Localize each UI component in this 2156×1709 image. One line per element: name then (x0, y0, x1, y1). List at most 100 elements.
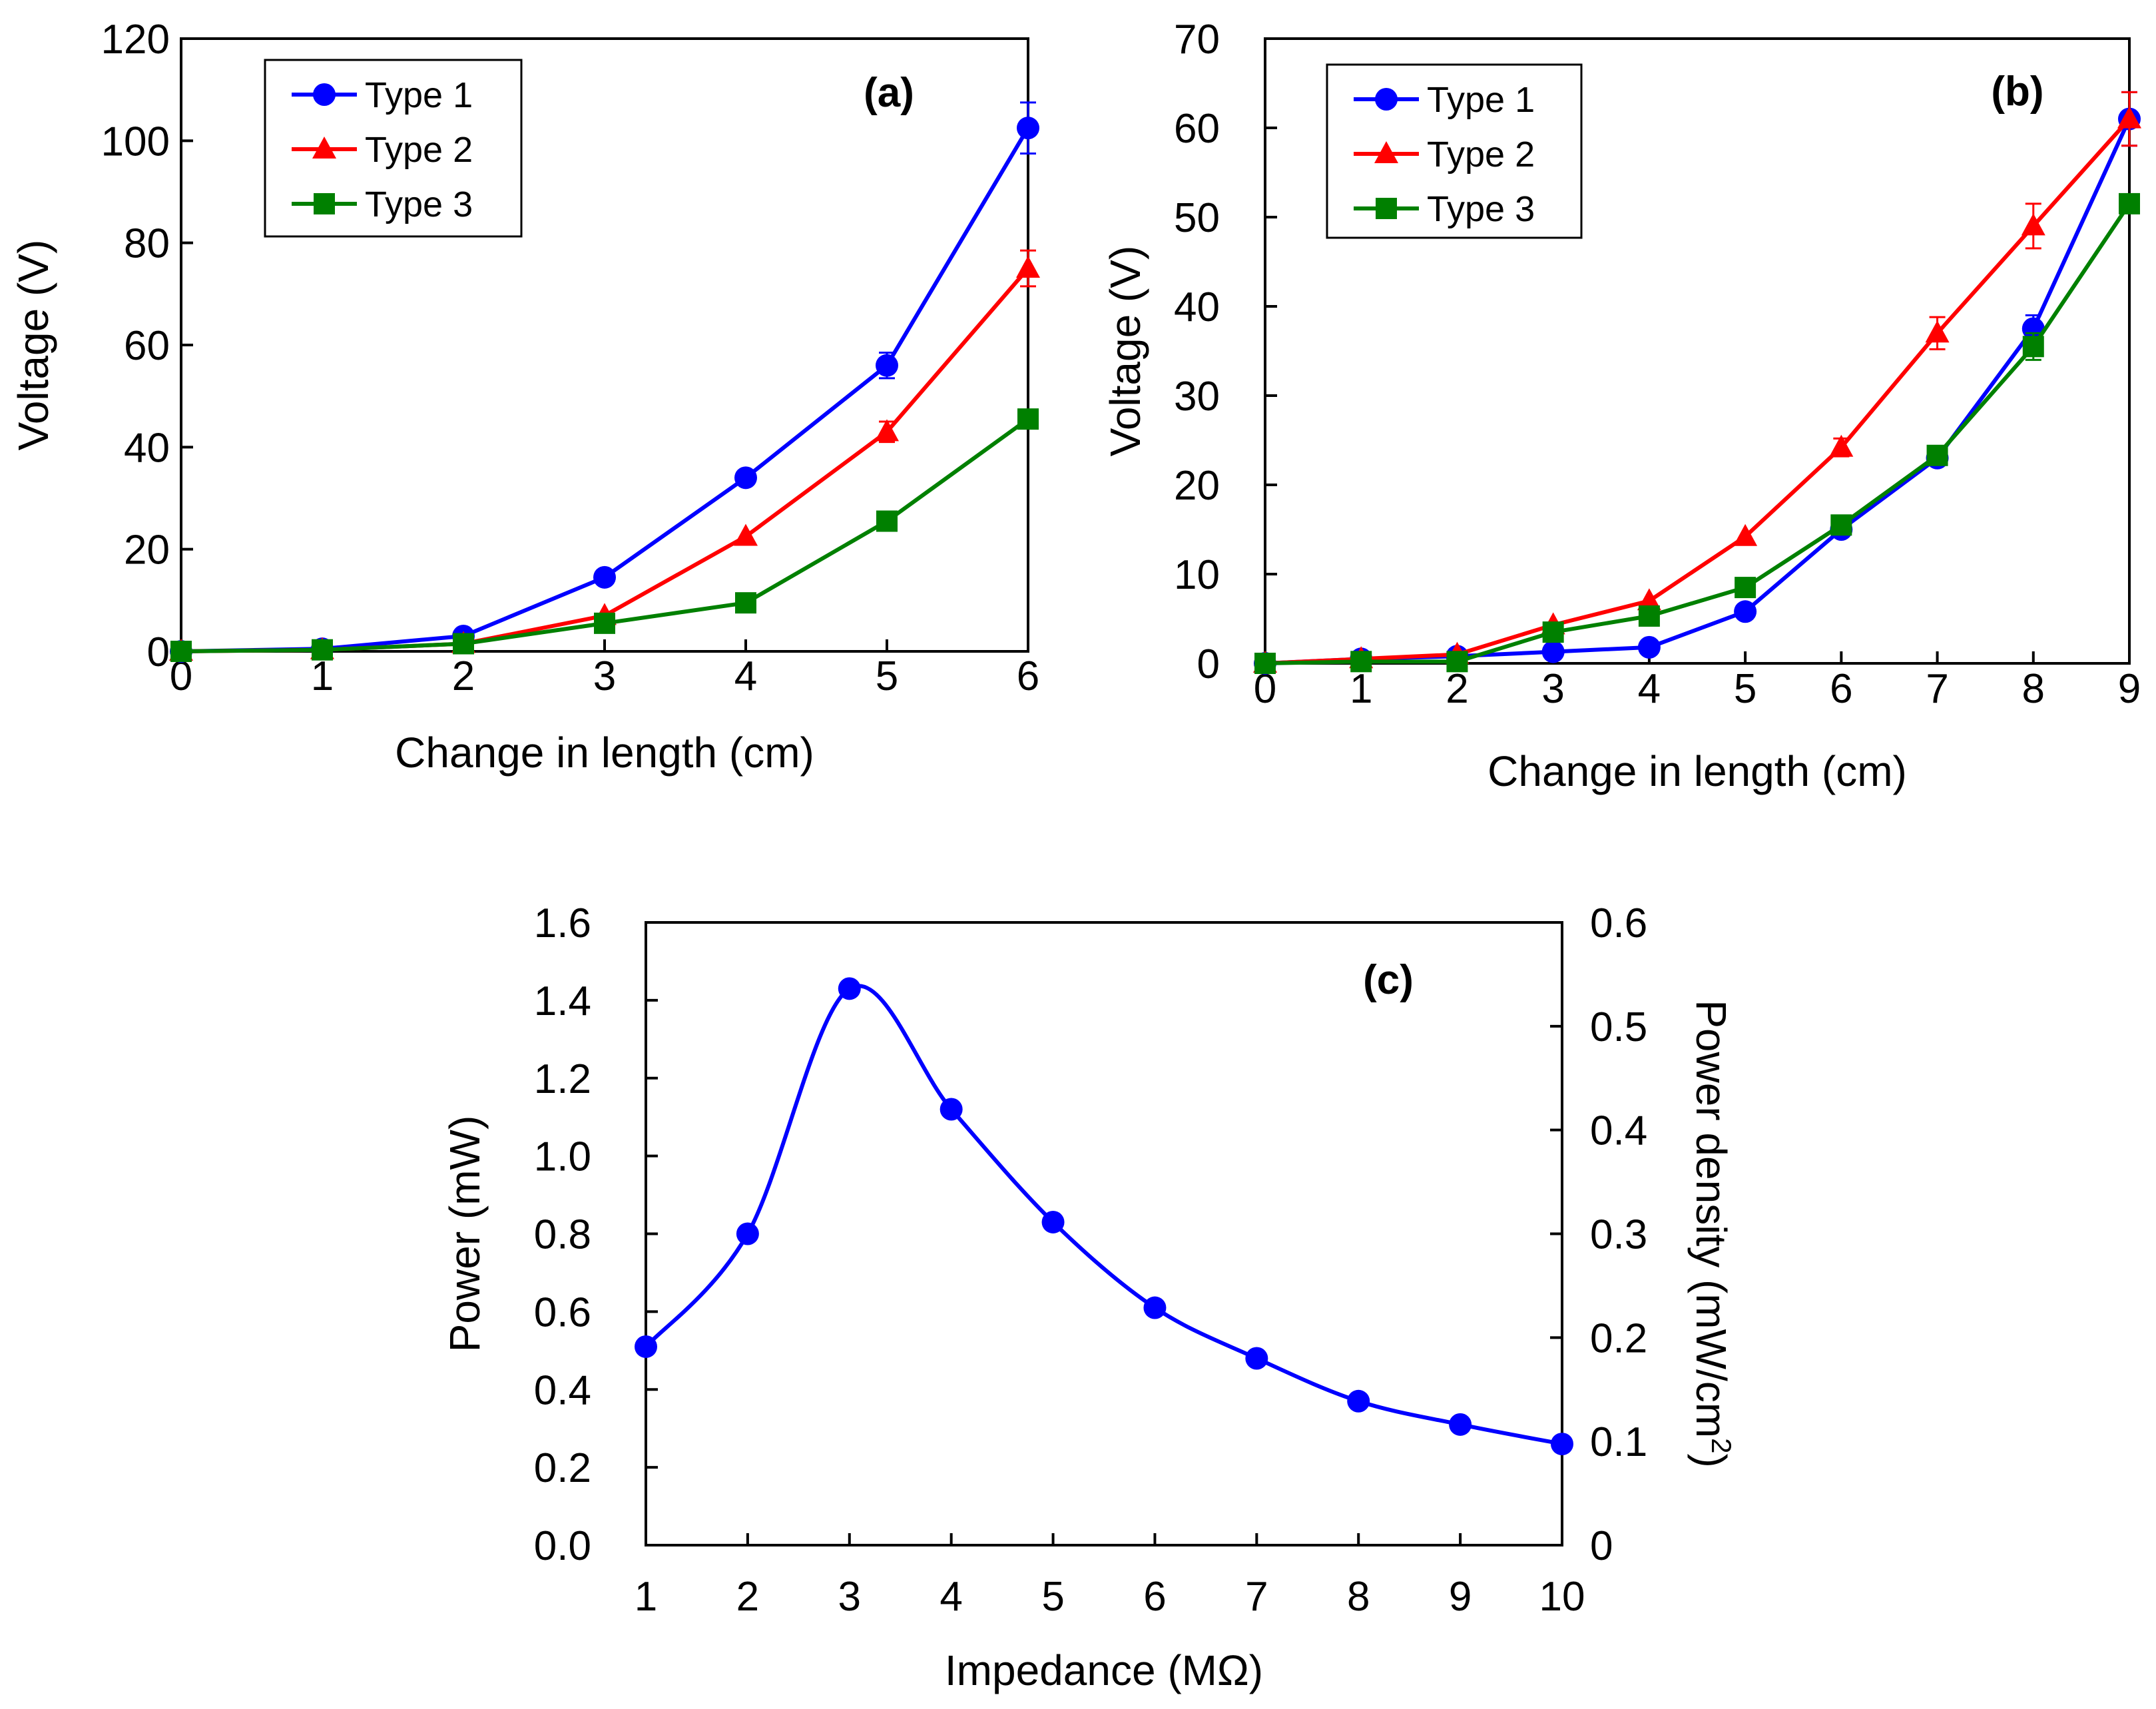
y2-axis-title: Power density (mW/cm2) (1687, 1000, 1738, 1468)
data-point (1446, 651, 1468, 673)
x-tick-label: 8 (1347, 1574, 1370, 1620)
y-tick-label: 0 (147, 629, 170, 675)
data-point (1017, 408, 1039, 430)
legend-swatch-marker (313, 83, 336, 106)
y-tick-label: 0.2 (534, 1445, 591, 1491)
x-tick-label: 3 (1541, 666, 1564, 712)
y2-tick-label: 0.4 (1590, 1108, 1647, 1154)
data-point (876, 510, 898, 532)
data-point (1925, 320, 1950, 343)
data-point (1347, 1389, 1370, 1413)
data-point (1254, 653, 1276, 674)
x-tick-label: 10 (1539, 1574, 1585, 1620)
y-tick-label: 0.8 (534, 1212, 591, 1258)
legend-label: Type 2 (1427, 135, 1535, 174)
x-tick-label: 1 (1350, 666, 1372, 712)
data-point (2021, 317, 2045, 340)
y-tick-label: 20 (1174, 463, 1220, 509)
data-point (876, 354, 898, 377)
data-point (1245, 1347, 1268, 1370)
data-point (593, 565, 616, 589)
y2-tick-label: 0.6 (1590, 900, 1647, 946)
data-point (1542, 621, 1564, 643)
data-point (2119, 192, 2140, 214)
x-tick-label: 9 (2118, 666, 2141, 712)
data-point (1041, 1210, 1065, 1233)
legend-swatch-marker (314, 193, 335, 214)
y-tick-label: 20 (124, 527, 170, 573)
y2-tick-label: 0.3 (1590, 1212, 1647, 1258)
panel-c: 1 2 3 4 5 6 7 8 9 10 0.0 0.2 0.4 0.6 0.8 1.0 1.2 1.4 1.6 Im… (441, 900, 1738, 1694)
x-tick-label: 4 (940, 1574, 962, 1620)
legend-swatch-marker (1375, 88, 1398, 111)
x-tick-label: 5 (1734, 666, 1756, 712)
y2-tick-label: 0.1 (1590, 1419, 1647, 1465)
y-tick-label: 0.4 (534, 1367, 591, 1413)
y-tick-label: 120 (101, 17, 170, 63)
y-tick-label: 100 (101, 119, 170, 165)
x-tick-label: 1 (311, 653, 334, 699)
x-axis-title: Change in length (cm) (1487, 747, 1907, 795)
series-line (644, 984, 1563, 1447)
data-point (1830, 514, 1852, 536)
x-tick-label: 8 (2022, 666, 2045, 712)
y-tick-label: 60 (1174, 106, 1220, 152)
x-axis-title: Impedance (MΩ) (945, 1646, 1263, 1694)
y-axis-title: Voltage (V) (1101, 246, 1149, 457)
data-point (940, 1098, 963, 1121)
x-tick-label: 3 (838, 1574, 861, 1620)
y2-axis-title-close: ) (1687, 1453, 1735, 1467)
data-point (2021, 213, 2045, 236)
x-tick-label: 5 (1041, 1574, 1064, 1620)
data-point (1735, 577, 1756, 599)
data-point (635, 1335, 657, 1358)
y-tick-label: 0.6 (534, 1289, 591, 1335)
series-line (180, 267, 1030, 653)
legend-label: Type 2 (365, 130, 473, 170)
x-tick-label: 2 (1446, 666, 1468, 712)
y2-tick-label: 0.2 (1590, 1315, 1647, 1361)
legend-label: Type 3 (365, 184, 473, 224)
data-point (2117, 106, 2141, 129)
plot-frame (1264, 37, 2131, 665)
y-tick-label: 1.4 (534, 978, 591, 1024)
x-tick-label: 4 (734, 653, 757, 699)
data-point (1143, 1296, 1167, 1319)
x-tick-label: 2 (452, 653, 475, 699)
data-point (735, 592, 756, 614)
x-tick-label: 6 (1017, 653, 1039, 699)
data-point (736, 1222, 759, 1245)
y-tick-label: 40 (124, 425, 170, 471)
legend-swatch-marker (1374, 141, 1398, 163)
x-tick-label: 9 (1449, 1574, 1472, 1620)
x-tick-label: 2 (736, 1574, 759, 1620)
data-point (1541, 640, 1565, 663)
y-axis-title: Voltage (V) (9, 240, 57, 451)
x-tick-label: 3 (593, 653, 616, 699)
data-point (734, 523, 758, 546)
y-tick-label: 1.2 (534, 1056, 591, 1102)
data-point (1449, 1413, 1472, 1436)
legend-label: Type 3 (1427, 189, 1535, 229)
data-point (1829, 434, 1854, 457)
legend-label: Type 1 (1427, 80, 1535, 120)
panel-label: (a) (864, 70, 914, 116)
y-tick-label: 60 (124, 323, 170, 369)
series-line (1264, 202, 2131, 665)
y2-axis-title-superscript: 2 (1707, 1438, 1738, 1453)
legend-swatch-marker (312, 137, 336, 159)
y-tick-label: 80 (124, 221, 170, 267)
y2-tick-label: 0.5 (1590, 1004, 1647, 1050)
data-point (1350, 651, 1372, 673)
x-tick-label: 4 (1638, 666, 1661, 712)
data-point (312, 639, 333, 661)
data-point (875, 419, 899, 442)
y2-axis-title-main: Power density (mW/cm (1687, 1000, 1735, 1438)
data-point (2022, 336, 2044, 358)
x-tick-label: 7 (1245, 1574, 1268, 1620)
legend-swatch-marker (1376, 198, 1397, 219)
legend-label: Type 1 (365, 75, 473, 115)
